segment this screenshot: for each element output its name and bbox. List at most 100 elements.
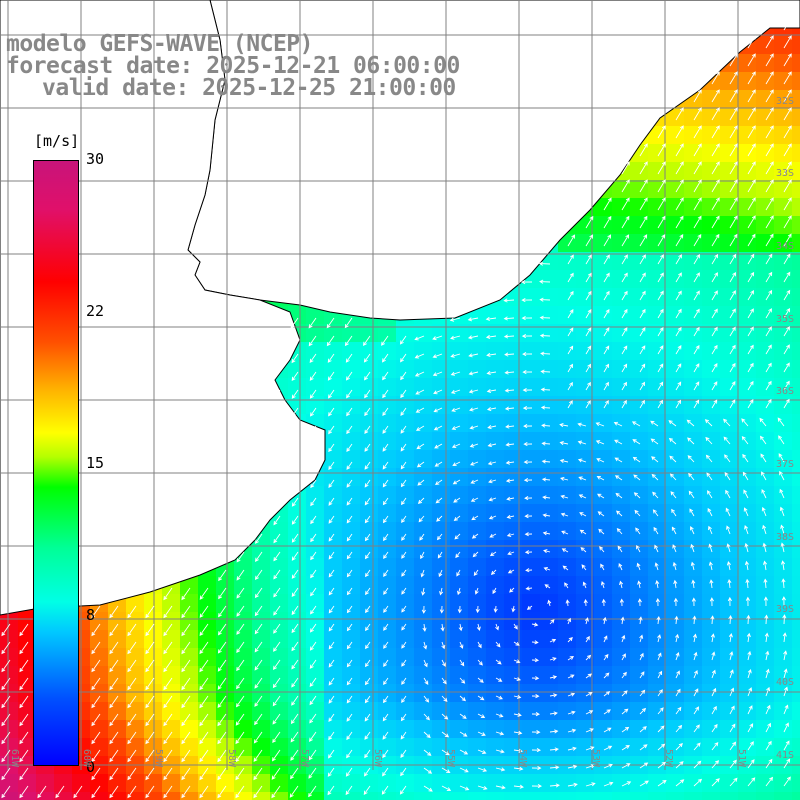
speed-cell — [594, 198, 613, 217]
speed-cell — [396, 414, 415, 433]
wind-arrow — [181, 749, 191, 763]
speed-cell — [540, 450, 559, 469]
wind-arrow — [364, 425, 371, 435]
speed-cell — [666, 612, 685, 631]
wind-arrow — [689, 526, 695, 535]
speed-cell — [396, 324, 415, 343]
wind-arrow — [423, 695, 430, 703]
wind-arrow — [415, 389, 425, 395]
wind-arrow — [639, 308, 646, 319]
lon-label: 58W — [226, 749, 237, 768]
speed-cell — [666, 468, 685, 487]
wind-arrow — [434, 461, 443, 467]
wind-arrow — [254, 569, 263, 581]
speed-cell — [774, 432, 793, 451]
wind-arrow — [765, 89, 774, 103]
wind-arrow — [504, 388, 515, 393]
speed-cell — [558, 720, 577, 739]
wind-arrow — [346, 533, 353, 542]
wind-arrow — [400, 767, 407, 777]
speed-cell — [666, 162, 685, 181]
speed-cell — [540, 270, 559, 289]
wind-arrow — [433, 425, 443, 431]
wind-arrow — [585, 710, 594, 715]
speed-cell — [576, 504, 595, 523]
wind-arrow — [471, 533, 479, 539]
wind-arrow — [780, 542, 785, 553]
speed-cell — [468, 396, 487, 415]
speed-cell — [234, 576, 253, 595]
wind-arrow — [637, 580, 642, 589]
speed-cell — [396, 396, 415, 415]
wind-arrow — [19, 785, 29, 799]
speed-cell — [342, 720, 361, 739]
speed-cell — [774, 288, 793, 307]
wind-arrow — [585, 309, 592, 319]
wind-arrow — [218, 569, 227, 582]
wind-arrow — [273, 515, 281, 526]
speed-cell — [252, 720, 271, 739]
wind-arrow — [441, 767, 451, 774]
wind-arrow — [765, 362, 772, 373]
wind-arrow — [364, 497, 371, 506]
wind-arrow — [19, 641, 29, 655]
speed-cell — [450, 612, 469, 631]
speed-cell — [576, 594, 595, 613]
wind-arrow — [273, 389, 281, 400]
speed-cell — [144, 792, 163, 800]
speed-cell — [576, 630, 595, 649]
wind-arrow — [109, 767, 119, 781]
wind-arrow — [764, 632, 769, 643]
speed-cell — [738, 108, 757, 127]
speed-cell — [612, 486, 631, 505]
speed-cell — [360, 738, 379, 757]
wind-arrow — [218, 605, 227, 618]
wind-arrow — [163, 713, 173, 727]
speed-cell — [360, 360, 379, 379]
wind-arrow — [217, 623, 227, 636]
wind-arrow — [218, 587, 227, 600]
wind-arrow — [364, 731, 371, 740]
speed-cell — [594, 558, 613, 577]
speed-cell — [540, 504, 559, 523]
wind-arrow — [693, 233, 702, 247]
wind-arrow — [621, 234, 630, 247]
wind-arrow — [729, 362, 736, 373]
wind-arrow — [145, 767, 155, 781]
wind-arrow — [603, 254, 610, 265]
wind-arrow — [603, 345, 610, 355]
wind-arrow — [309, 659, 317, 669]
wind-arrow — [383, 623, 389, 631]
wind-arrow — [365, 587, 371, 596]
speed-cell — [576, 720, 595, 739]
speed-cell — [162, 594, 181, 613]
speed-cell — [324, 360, 343, 379]
speed-cell — [198, 666, 217, 685]
speed-cell — [360, 450, 379, 469]
speed-cell — [612, 630, 631, 649]
wind-arrow — [693, 778, 703, 787]
wind-arrow — [669, 455, 677, 463]
speed-cell — [792, 450, 800, 469]
wind-arrow — [652, 509, 659, 517]
speed-cell — [396, 702, 415, 721]
wind-arrow — [506, 514, 515, 519]
wind-arrow — [657, 215, 666, 229]
wind-arrow — [163, 605, 173, 619]
speed-cell — [612, 450, 631, 469]
wind-arrow — [73, 785, 83, 799]
speed-cell — [234, 774, 253, 793]
speed-cell — [594, 504, 613, 523]
wind-arrow — [693, 651, 698, 661]
wind-arrow — [437, 551, 443, 559]
wind-arrow — [675, 290, 682, 301]
speed-cell — [666, 702, 685, 721]
speed-cell — [162, 648, 181, 667]
speed-cell — [612, 288, 631, 307]
speed-cell — [378, 378, 397, 397]
wind-arrow — [621, 290, 628, 301]
speed-cell — [504, 396, 523, 415]
speed-cell — [270, 558, 289, 577]
wind-arrow — [765, 776, 774, 787]
wind-arrow — [382, 497, 389, 506]
